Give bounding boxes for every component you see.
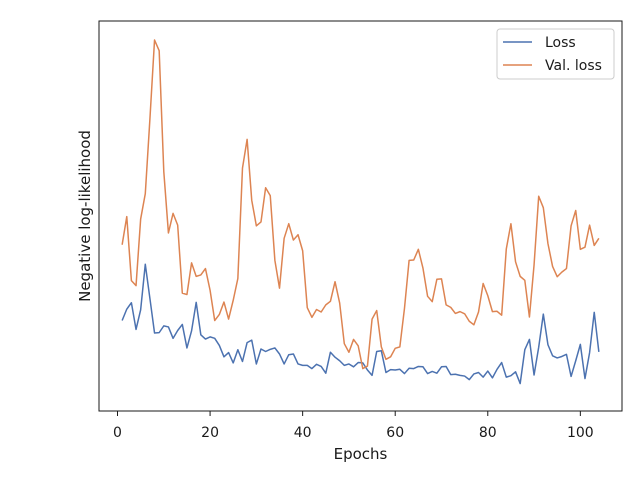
x-tick-label: 80 bbox=[479, 425, 497, 441]
x-tick-label: 40 bbox=[294, 425, 312, 441]
legend-label-loss: Loss bbox=[545, 35, 576, 51]
x-tick-label: 20 bbox=[201, 425, 219, 441]
x-axis-label: Epochs bbox=[334, 445, 388, 463]
x-ticks: 0 20 40 60 80 100 bbox=[113, 411, 594, 441]
x-tick-label: 0 bbox=[113, 425, 122, 441]
legend: Loss Val. loss bbox=[496, 28, 615, 80]
x-tick-label: 60 bbox=[386, 425, 404, 441]
series-line-loss bbox=[121, 263, 600, 385]
plot-frame bbox=[98, 20, 623, 412]
legend-label-val-loss: Val. loss bbox=[545, 58, 602, 74]
y-axis-label: Negative log-likelihood bbox=[76, 130, 94, 302]
series-line-val-loss bbox=[121, 39, 600, 370]
x-tick-label: 100 bbox=[567, 425, 594, 441]
series-layer bbox=[121, 39, 600, 385]
